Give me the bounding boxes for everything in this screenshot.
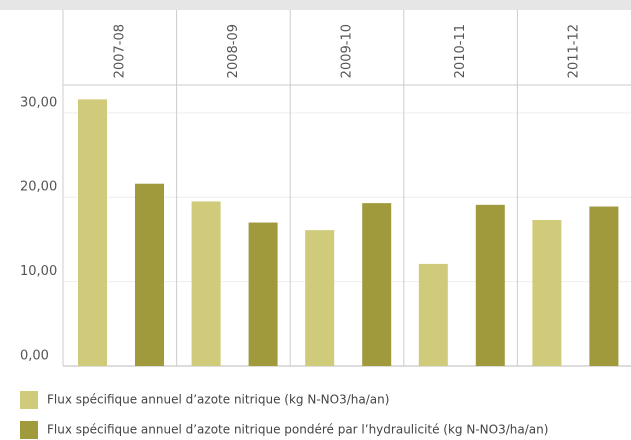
bar [532,220,562,366]
bar [191,201,221,366]
bar [305,230,335,366]
legend-swatch [20,421,38,439]
legend-label: Flux spécifique annuel d’azote nitrique … [47,423,548,437]
bar [362,203,392,366]
x-category-label: 2008-09 [226,24,241,78]
legend-swatch [20,391,38,409]
top-band [0,0,631,10]
legend-label: Flux spécifique annuel d’azote nitrique … [47,393,389,407]
legend: Flux spécifique annuel d’azote nitrique … [20,391,548,439]
x-category-label: 2007-08 [112,24,127,78]
x-category-label: 2011-12 [567,24,582,78]
y-tick-label: 30,00 [20,95,57,110]
bar [418,263,448,366]
y-tick-label: 20,00 [20,180,57,195]
x-category-label: 2009-10 [340,24,355,78]
y-tick-label: 10,00 [20,264,57,279]
y-tick-label: 0,00 [20,349,49,364]
bar [78,99,107,367]
bar [135,183,164,366]
bar [475,204,505,366]
bar [589,206,619,366]
bar [248,222,278,366]
x-category-label: 2010-11 [453,24,468,78]
